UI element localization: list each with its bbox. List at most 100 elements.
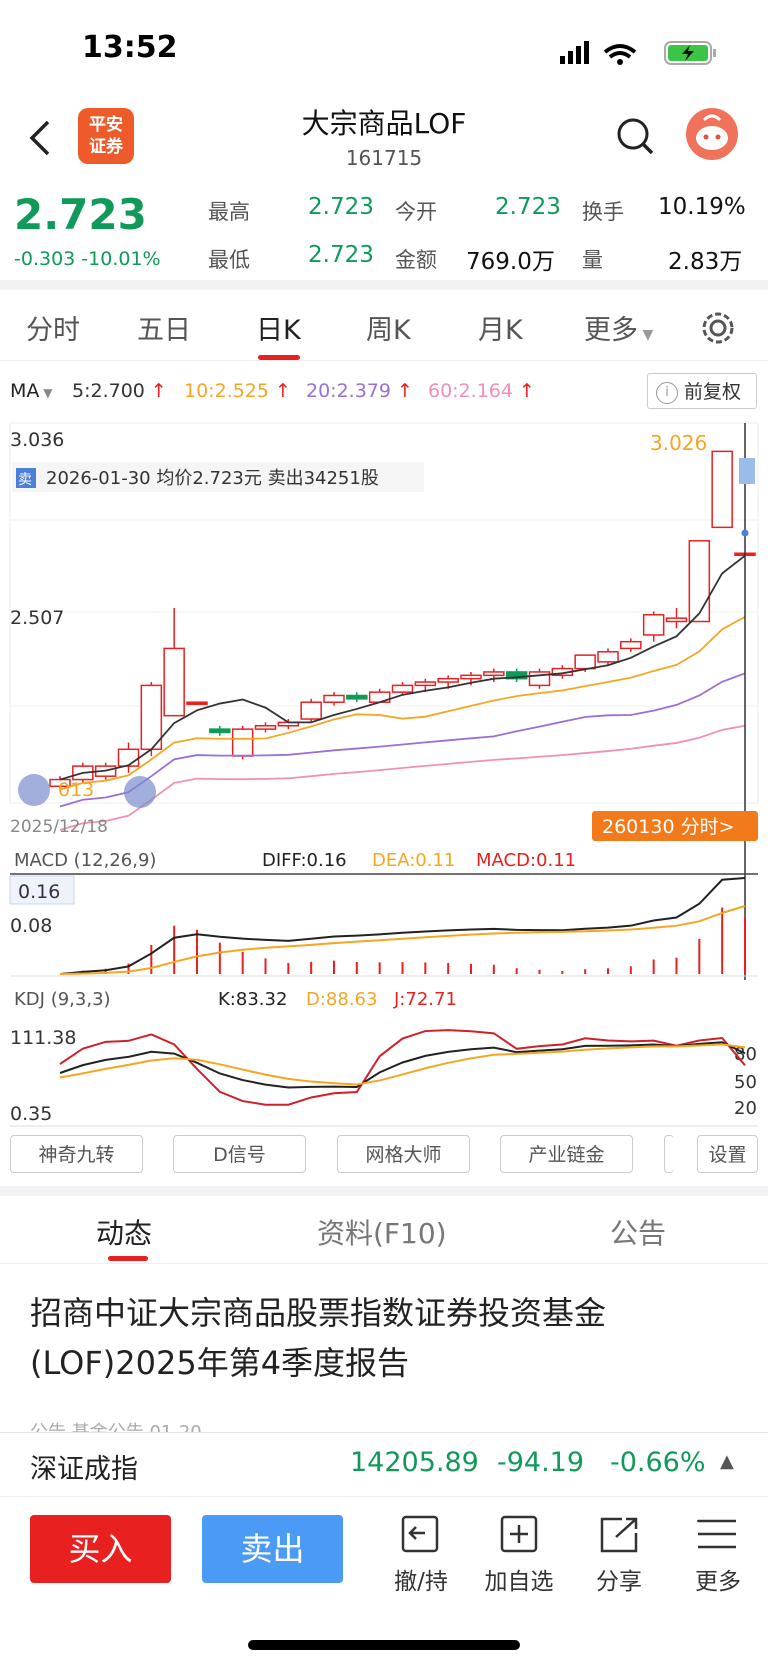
tab-yuek[interactable]: 月K [478,315,523,346]
page-title: 大宗商品LOF [301,107,467,140]
logo-line1: 平安 [89,115,123,135]
ma60-text: 60:2.164 [428,380,513,402]
ma-lines [59,554,746,831]
low-value: 2.723 [308,242,374,268]
divider [0,360,768,361]
fq-button[interactable]: i 前复权 [647,373,757,409]
candle-body [688,540,711,623]
candle-body [665,617,688,623]
status-icons [560,41,716,65]
kchart-ytop: 3.036 [10,429,64,451]
trade-badge-text: 卖 [18,472,32,488]
tool-shenqi[interactable]: 神奇九转 [10,1135,143,1173]
kchart-start-date: 2025/12/18 [10,817,108,837]
buy-button[interactable]: 买入 [30,1515,171,1583]
assistant-avatar[interactable] [686,108,738,160]
macd-diff-line [59,877,746,975]
divider [0,1186,768,1196]
news-tab-indicator [108,1256,148,1261]
add-icon [500,1515,538,1553]
tab-ziliao[interactable]: 资料(F10) [317,1217,447,1250]
macd-value: MACD:0.11 [476,850,576,871]
high-value: 2.723 [308,194,374,220]
assistant-icon [696,114,728,150]
index-pct: -0.66% [610,1447,706,1478]
candle-body [414,681,437,687]
ma60-line [59,724,746,831]
ma20-value: 20:2.379 ↑ [306,380,413,402]
tab-gonggao[interactable]: 公告 [610,1217,667,1250]
kline-charts: 3.036 2.507 3.026 013 卖 2026-01-30 均价2.7… [9,422,759,1127]
candle-body [254,725,277,730]
share-button-icon[interactable] [594,1513,644,1557]
open-value: 2.723 [495,194,561,220]
macd-dea-line [59,905,746,975]
candle-body [140,684,163,751]
tool-grid[interactable]: 网格大师 [337,1135,470,1173]
candle-body [460,674,482,680]
ma20-line [59,672,746,808]
kdj-d-line [59,1043,746,1086]
kdj-r20: 20 [734,1098,757,1119]
ma20-text: 20:2.379 [306,380,391,402]
tool-dsignal[interactable]: D信号 [173,1135,306,1173]
tool-more-peek[interactable] [664,1135,674,1173]
turnover-value: 10.19% [658,194,746,220]
tab-dongtai[interactable]: 动态 [96,1217,153,1250]
more-button[interactable]: 更多 [695,1569,741,1595]
index-bar[interactable]: 深证成指 14205.89 -94.19 -0.66% ▲ [0,1432,768,1497]
price-marker-dot [741,529,749,537]
volume-label: 量 [582,248,603,272]
candle-body [186,701,208,705]
kline-frame [9,422,759,804]
ma-label[interactable]: MA ▼ [10,380,52,402]
ma-label-text: MA [10,380,40,402]
search-button[interactable] [614,115,658,159]
amount-value: 769.0万 [466,249,555,275]
sell-button[interactable]: 卖出 [202,1515,343,1583]
kdj-ybottom: 0.35 [10,1103,52,1125]
macd-ymid: 0.08 [10,915,52,937]
fund-code: 161715 [345,146,423,170]
tab-more[interactable]: 更多 ▼ [584,308,653,347]
news-meta: 公告 基金公告 01-20 [30,1418,202,1432]
candle-body [574,654,596,670]
kchart-high-label: 3.026 [650,431,707,455]
kdj-j-line [59,1029,746,1106]
candle-body [300,701,322,720]
macd-label: MACD (12,26,9) [14,850,156,871]
battery-icon [664,41,712,65]
up-arrow-icon: ↑ [390,380,413,402]
settings-button[interactable] [700,310,736,346]
cancel-hold-button-icon[interactable] [395,1513,445,1557]
minute-chart-button [592,811,758,841]
back-button[interactable] [26,118,56,158]
candle-body [597,651,619,663]
add-watch-button[interactable]: 加自选 [484,1569,554,1595]
cancel-hold-button[interactable]: 撤/持 [394,1569,448,1595]
news-title[interactable]: 招商中证大宗商品股票指数证券投资基金(LOF)2025年第4季度报告 [30,1294,607,1382]
kdj-d: D:88.63 [306,989,377,1010]
search-icon [617,118,654,155]
gear-icon [702,312,734,344]
candle-body [163,647,185,717]
tab-zhouk[interactable]: 周K [366,315,411,346]
tool-chain[interactable]: 产业链金 [500,1135,633,1173]
share-button[interactable]: 分享 [596,1569,642,1595]
tab-wuri[interactable]: 五日 [137,315,191,346]
tool-settings[interactable]: 设置 [697,1135,758,1173]
expand-left-icon [18,774,50,806]
add-watch-button-icon[interactable] [494,1513,544,1557]
up-arrow-icon: ↑ [144,380,167,402]
candle-body [483,671,505,677]
more-button-icon[interactable] [692,1513,742,1557]
tab-rik[interactable]: 日K [256,315,301,346]
fullscreen-icon [124,776,156,808]
dropdown-icon: ▼ [638,327,654,343]
expand-up-icon[interactable]: ▲ [720,1451,734,1472]
kdj-ytop: 111.38 [10,1027,76,1049]
tab-fenshi[interactable]: 分时 [26,315,80,346]
minute-chart-button-label: 260130 分时> [602,816,735,838]
wifi-icon [603,44,637,54]
macd-dea: DEA:0.11 [372,850,455,871]
